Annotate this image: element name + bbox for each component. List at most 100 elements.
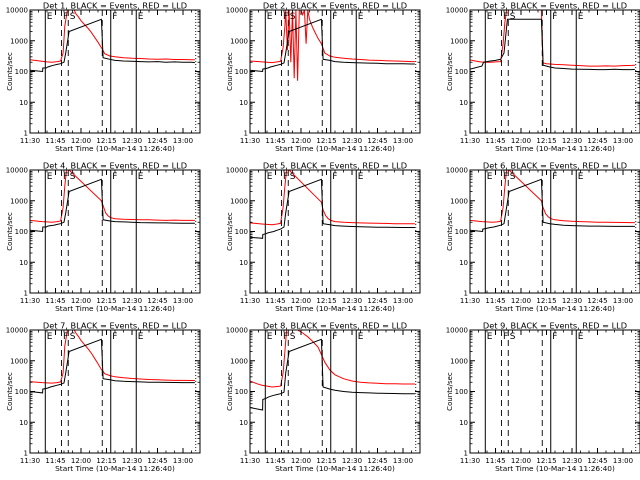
x-tick-label: 12:00 bbox=[511, 137, 531, 145]
y-tick-label: 1000 bbox=[10, 37, 28, 45]
x-tick-label: 11:45 bbox=[485, 297, 505, 305]
x-tick-label: 12:45 bbox=[147, 137, 167, 145]
x-tick-label: 11:30 bbox=[240, 457, 260, 465]
y-axis-label: Counts/sec bbox=[446, 372, 454, 411]
marker-label: E bbox=[358, 332, 364, 342]
plot-frame bbox=[29, 9, 201, 134]
x-tick-label: 12:45 bbox=[367, 137, 387, 145]
x-tick-label: 12:00 bbox=[71, 137, 91, 145]
y-tick-label: 100 bbox=[15, 388, 28, 396]
marker-label: S bbox=[510, 332, 516, 342]
marker-label: F bbox=[112, 12, 117, 22]
x-tick-label: 12:45 bbox=[587, 457, 607, 465]
x-tick-label: 12:45 bbox=[587, 297, 607, 305]
y-tick-label: 100 bbox=[455, 228, 468, 236]
y-tick-label: 10 bbox=[239, 419, 248, 427]
lld-series-line bbox=[250, 330, 415, 388]
x-tick-label: 11:45 bbox=[45, 137, 65, 145]
marker-label: F bbox=[283, 172, 288, 182]
y-axis-label: Counts/sec bbox=[226, 52, 234, 91]
x-tick-label: 13:00 bbox=[393, 457, 413, 465]
marker-label: E bbox=[358, 172, 364, 182]
marker-label: E bbox=[578, 332, 584, 342]
panel-series bbox=[30, 330, 195, 394]
y-axis-label: Counts/sec bbox=[446, 212, 454, 251]
panel-series bbox=[250, 330, 415, 411]
x-tick-label: 12:00 bbox=[71, 457, 91, 465]
y-tick-label: 1 bbox=[464, 290, 468, 298]
y-tick-label: 10000 bbox=[446, 7, 468, 15]
panel-title: Det 6, BLACK = Events, RED = LLD bbox=[483, 161, 627, 171]
x-tick-label: 11:45 bbox=[45, 457, 65, 465]
plot-frame bbox=[249, 9, 421, 134]
y-tick-label: 1 bbox=[244, 450, 248, 458]
marker-label: E bbox=[47, 12, 53, 22]
x-tick-label: 11:30 bbox=[240, 137, 260, 145]
y-tick-label: 10000 bbox=[226, 167, 248, 175]
marker-label: E bbox=[138, 332, 144, 342]
y-tick-label: 1000 bbox=[450, 357, 468, 365]
plot-frame bbox=[469, 169, 640, 294]
x-axis-label: Start Time (10-Mar-14 11:26:40) bbox=[55, 304, 175, 313]
panel-series bbox=[470, 10, 635, 71]
x-tick-label: 11:30 bbox=[460, 457, 480, 465]
x-tick-label: 11:45 bbox=[265, 457, 285, 465]
x-tick-label: 11:45 bbox=[485, 137, 505, 145]
marker-label: F bbox=[63, 332, 68, 342]
x-tick-label: 13:00 bbox=[613, 137, 633, 145]
panel-title: Det 8, BLACK = Events, RED = LLD bbox=[263, 321, 407, 331]
y-tick-label: 10000 bbox=[446, 167, 468, 175]
events-series-line bbox=[470, 18, 635, 71]
events-series-line bbox=[470, 178, 635, 233]
marker-label: E bbox=[358, 12, 364, 22]
y-tick-label: 1000 bbox=[450, 197, 468, 205]
x-tick-label: 12:45 bbox=[367, 457, 387, 465]
y-tick-label: 100 bbox=[15, 68, 28, 76]
x-tick-label: 11:30 bbox=[240, 297, 260, 305]
events-series-line bbox=[30, 18, 195, 73]
x-axis-label: Start Time (10-Mar-14 11:26:40) bbox=[55, 144, 175, 153]
x-tick-label: 13:00 bbox=[393, 297, 413, 305]
y-tick-label: 10 bbox=[459, 419, 468, 427]
x-tick-label: 12:45 bbox=[147, 297, 167, 305]
y-tick-label: 10000 bbox=[446, 327, 468, 335]
x-tick-label: 12:30 bbox=[562, 137, 582, 145]
marker-label: F bbox=[503, 12, 508, 22]
y-tick-label: 10 bbox=[19, 99, 28, 107]
y-tick-label: 10000 bbox=[6, 167, 28, 175]
x-tick-label: 12:15 bbox=[536, 137, 556, 145]
x-tick-label: 12:30 bbox=[122, 137, 142, 145]
y-tick-label: 10 bbox=[459, 99, 468, 107]
x-tick-label: 11:45 bbox=[45, 297, 65, 305]
x-tick-label: 12:15 bbox=[536, 297, 556, 305]
x-tick-label: 12:00 bbox=[291, 297, 311, 305]
x-tick-label: 13:00 bbox=[173, 457, 193, 465]
marker-label: E bbox=[267, 332, 273, 342]
y-tick-label: 10 bbox=[239, 259, 248, 267]
x-axis-label: Start Time (10-Mar-14 11:26:40) bbox=[275, 144, 395, 153]
x-tick-label: 12:30 bbox=[562, 297, 582, 305]
panel-title: Det 4, BLACK = Events, RED = LLD bbox=[43, 161, 187, 171]
panel-title: Det 1, BLACK = Events, RED = LLD bbox=[43, 1, 187, 11]
y-tick-label: 1000 bbox=[10, 197, 28, 205]
y-tick-label: 1000 bbox=[10, 357, 28, 365]
y-tick-label: 10 bbox=[239, 99, 248, 107]
x-axis-label: Start Time (10-Mar-14 11:26:40) bbox=[275, 304, 395, 313]
x-tick-label: 12:30 bbox=[122, 297, 142, 305]
marker-label: S bbox=[70, 172, 76, 182]
panel-title: Det 9, BLACK = Events, RED = LLD bbox=[483, 321, 627, 331]
x-tick-label: 13:00 bbox=[393, 137, 413, 145]
x-tick-label: 12:45 bbox=[147, 457, 167, 465]
marker-label: F bbox=[332, 172, 337, 182]
y-tick-label: 1000 bbox=[230, 357, 248, 365]
y-tick-label: 100 bbox=[235, 228, 248, 236]
x-tick-label: 13:00 bbox=[613, 457, 633, 465]
plot-frame bbox=[249, 169, 421, 294]
y-tick-label: 10000 bbox=[6, 327, 28, 335]
marker-label: F bbox=[503, 332, 508, 342]
marker-label: F bbox=[63, 172, 68, 182]
plot-frame bbox=[29, 329, 201, 454]
x-tick-label: 13:00 bbox=[173, 297, 193, 305]
